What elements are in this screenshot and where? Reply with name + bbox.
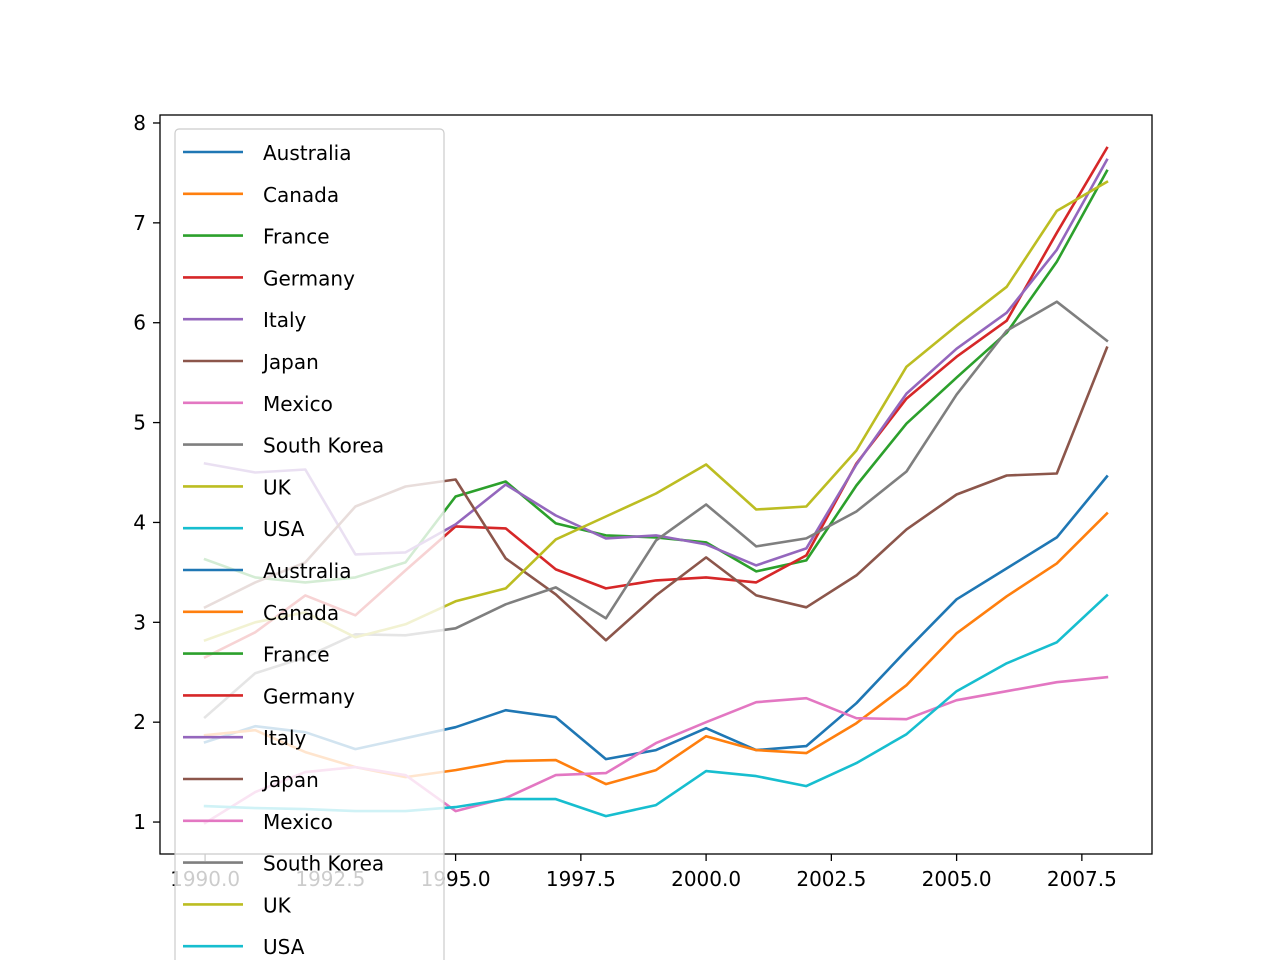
y-axis: 1 2 3 4 5 6 7 8 xyxy=(133,111,160,834)
legend-label: France xyxy=(263,643,330,667)
legend-label: South Korea xyxy=(263,852,384,876)
y-tick-label: 6 xyxy=(133,311,146,335)
legend-label: South Korea xyxy=(263,434,384,458)
y-tick-label: 7 xyxy=(133,211,146,235)
x-tick-label: 2005.0 xyxy=(922,867,992,891)
legend-label: USA xyxy=(263,935,305,959)
y-tick-label: 1 xyxy=(133,810,146,834)
legend-label: UK xyxy=(263,893,292,917)
y-tick-label: 3 xyxy=(133,610,146,634)
legend-label: Mexico xyxy=(263,392,333,416)
legend-label: UK xyxy=(263,475,292,499)
legend: Australia Canada France Germany Italy Japan Me… xyxy=(174,128,445,960)
legend-label: Italy xyxy=(263,726,307,750)
legend-label: France xyxy=(263,225,330,249)
legend-label: Japan xyxy=(261,350,319,374)
x-tick-label: 2002.5 xyxy=(796,867,866,891)
legend-label: Canada xyxy=(263,183,339,207)
legend-box xyxy=(174,128,445,960)
legend-label: Australia xyxy=(263,559,351,583)
legend-label: Germany xyxy=(263,266,355,290)
legend-label: Mexico xyxy=(263,810,333,834)
y-tick-label: 5 xyxy=(133,411,146,435)
legend-label: Japan xyxy=(261,768,319,792)
y-tick-label: 8 xyxy=(133,111,146,135)
x-tick-label: 2007.5 xyxy=(1047,867,1117,891)
y-tick-label: 4 xyxy=(133,510,146,534)
y-tick-label: 2 xyxy=(133,710,146,734)
x-tick-label: 2000.0 xyxy=(671,867,741,891)
legend-label: Germany xyxy=(263,684,355,708)
x-tick-label: 1997.5 xyxy=(546,867,616,891)
legend-label: USA xyxy=(263,517,305,541)
legend-label: Italy xyxy=(263,308,307,332)
legend-label: Australia xyxy=(263,141,351,165)
legend-label: Canada xyxy=(263,601,339,625)
plot-area-frame xyxy=(159,114,1153,855)
